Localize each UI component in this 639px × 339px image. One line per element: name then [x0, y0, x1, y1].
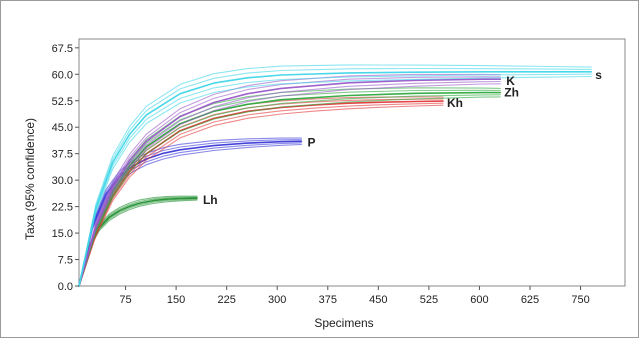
x-tick-label: 150: [167, 294, 185, 306]
x-tick-label: 625: [521, 294, 539, 306]
x-tick-label: 225: [217, 294, 235, 306]
curve-labels-layer: s KZh Kh P Lh: [203, 68, 602, 207]
series-line-zh: [78, 94, 501, 287]
series-line-s: [78, 67, 592, 287]
x-tick-label: 375: [319, 294, 337, 306]
series-line-kh: [78, 100, 444, 287]
series-line-p: [78, 140, 303, 287]
series-line-s: [78, 64, 592, 287]
y-tick-label: 52.5: [52, 96, 73, 108]
series-line-k: [78, 73, 501, 287]
series-label-lh: Lh: [203, 193, 218, 207]
series-line-p: [78, 142, 302, 287]
series-line-k: [78, 78, 502, 287]
y-tick-label: 0.0: [58, 281, 73, 293]
y-tick-label: 60.0: [52, 69, 73, 81]
x-axis-ticks: 75 150 225 300 375 450 525 600 625 750: [119, 286, 590, 306]
x-axis-title: Specimens: [314, 316, 373, 330]
x-tick-label: 75: [119, 294, 131, 306]
series-line-s: [78, 73, 592, 287]
y-tick-label: 45.0: [52, 122, 73, 134]
y-tick-label: 30.0: [52, 175, 73, 187]
x-tick-label: 600: [470, 294, 488, 306]
x-tick-label: 450: [369, 294, 387, 306]
series-label-zh: Zh: [504, 86, 519, 100]
x-tick-label: 300: [268, 294, 286, 306]
series-line-p: [78, 139, 302, 287]
y-tick-label: 37.5: [52, 149, 73, 161]
series-label-s: s: [595, 68, 602, 82]
plot-area: [78, 38, 626, 287]
series-label-p: P: [307, 135, 315, 149]
curves-layer: [78, 64, 593, 287]
x-tick-label: 525: [420, 294, 438, 306]
series-line-p: [78, 137, 302, 287]
series-line-s: [78, 71, 593, 287]
y-tick-label: 22.5: [52, 202, 73, 214]
series-line-s: [78, 75, 592, 287]
series-line-k: [78, 83, 501, 287]
y-tick-label: 15.0: [52, 228, 73, 240]
series-line-k: [78, 80, 501, 287]
y-axis-ticks: 0.0 7.5 15.0 22.5 30.0 37.5 45.0 52.5 60.0 67.5: [52, 43, 79, 293]
series-line-zh: [78, 96, 501, 287]
x-tick-label: 750: [571, 294, 589, 306]
y-tick-label: 67.5: [52, 43, 73, 55]
series-line-kh: [78, 104, 444, 287]
y-tick-label: 7.5: [58, 255, 73, 267]
series-line-kh: [78, 102, 444, 287]
series-label-kh: Kh: [447, 96, 463, 110]
y-axis-title: Taxa (95% confidence): [23, 118, 37, 240]
series-line-k: [78, 76, 501, 287]
series-label-k: K: [506, 74, 515, 88]
